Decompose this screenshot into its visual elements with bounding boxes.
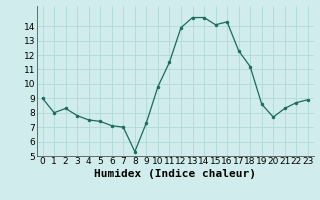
X-axis label: Humidex (Indice chaleur): Humidex (Indice chaleur) [94,169,256,179]
